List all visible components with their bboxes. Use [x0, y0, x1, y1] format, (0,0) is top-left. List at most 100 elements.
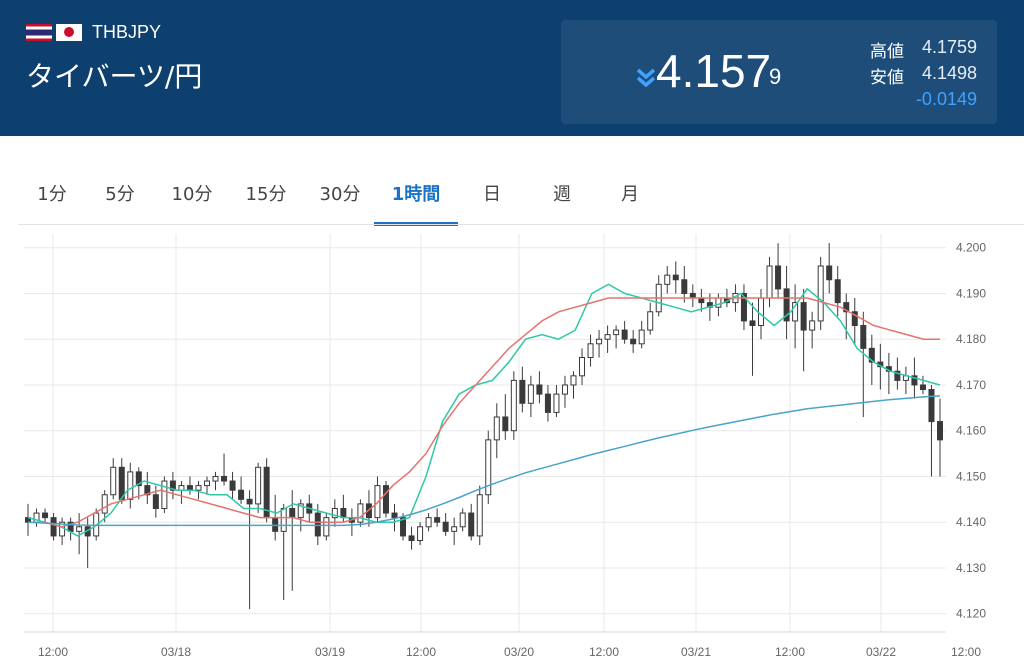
- candle-up: [476, 494, 483, 537]
- candle-down: [519, 379, 526, 404]
- candle-down: [502, 416, 509, 432]
- candle-down: [800, 302, 807, 331]
- pair-name: タイバーツ/円: [26, 60, 203, 93]
- high-label: 高値: [870, 42, 904, 62]
- tab-month[interactable]: 月: [621, 184, 639, 205]
- moving-average-line: [27, 395, 941, 527]
- candle-up: [425, 517, 432, 528]
- candle-down: [544, 393, 551, 413]
- candle-down: [135, 471, 142, 487]
- x-tick-label: 12:00: [406, 645, 436, 659]
- y-tick-label: 4.140: [956, 515, 986, 529]
- candle-down: [340, 507, 347, 519]
- y-tick-label: 4.160: [956, 424, 986, 438]
- candle-up: [203, 480, 210, 487]
- y-tick-label: 4.120: [956, 607, 986, 621]
- candlestick-chart[interactable]: 4.200 4.190 4.180 4.170 4.160 4.150 4.140 4.130…: [0, 230, 1024, 664]
- candle-down: [919, 384, 926, 391]
- x-tick-label: 12:00: [38, 645, 68, 659]
- x-tick-label: 12:00: [775, 645, 805, 659]
- candle-down: [50, 517, 57, 537]
- candle-up: [792, 302, 799, 322]
- candle-down: [221, 475, 228, 482]
- candle-down: [229, 480, 236, 491]
- y-tick-label: 4.190: [956, 286, 986, 300]
- candle-down: [169, 480, 176, 491]
- candle-down: [911, 375, 918, 386]
- candle-up: [357, 503, 364, 523]
- candle-down: [843, 302, 850, 313]
- pair-code: THBJPY: [92, 22, 162, 42]
- candle-down: [834, 279, 841, 304]
- double-chevron-down-icon: [636, 68, 656, 88]
- candle-up: [161, 480, 168, 509]
- candle-up: [331, 507, 338, 519]
- x-tick-label: 03/22: [866, 645, 896, 659]
- candle-down: [868, 347, 875, 363]
- candle-up: [527, 384, 534, 404]
- low-label: 安値: [870, 68, 904, 88]
- candle-down: [314, 512, 321, 537]
- x-tick-label: 12:00: [951, 645, 981, 659]
- candle-up: [766, 265, 773, 299]
- candle-up: [817, 265, 824, 322]
- candle-up: [323, 517, 330, 537]
- candle-up: [579, 357, 586, 377]
- y-tick-label: 4.130: [956, 561, 986, 575]
- y-tick-label: 4.150: [956, 469, 986, 483]
- candle-down: [408, 535, 415, 542]
- candle-down: [749, 320, 756, 326]
- candle-up: [212, 475, 219, 482]
- candle-up: [647, 311, 654, 331]
- moving-average-line: [27, 283, 941, 537]
- x-tick-label: 03/18: [161, 645, 191, 659]
- candle-up: [101, 494, 108, 514]
- x-tick-label: 03/21: [681, 645, 711, 659]
- candle-down: [382, 485, 389, 514]
- tab-divider: [18, 224, 1024, 225]
- tab-15min[interactable]: 15分: [245, 184, 287, 205]
- candle-down: [851, 311, 858, 326]
- x-tick-label: 03/20: [504, 645, 534, 659]
- candle-up: [280, 507, 287, 532]
- candle-up: [604, 334, 611, 340]
- candle-up: [510, 379, 517, 432]
- candle-up: [664, 274, 671, 285]
- candle-down: [681, 279, 688, 294]
- candle-down: [442, 521, 449, 532]
- candle-down: [860, 324, 867, 349]
- y-tick-label: 4.170: [956, 378, 986, 392]
- candle-up: [758, 297, 765, 326]
- candle-up: [255, 466, 262, 505]
- candle-up: [451, 526, 458, 532]
- candle-up: [613, 329, 620, 336]
- candle-down: [246, 498, 253, 505]
- tab-5min[interactable]: 5分: [105, 184, 135, 205]
- tab-week[interactable]: 週: [553, 184, 571, 205]
- candle-down: [775, 265, 782, 290]
- candle-down: [826, 265, 833, 281]
- candle-down: [468, 512, 475, 537]
- candle-down: [621, 329, 628, 340]
- tab-1hour[interactable]: 1時間: [374, 170, 458, 226]
- tab-day[interactable]: 日: [483, 184, 501, 205]
- candle-down: [391, 512, 398, 519]
- low-value: 4.1498: [921, 63, 977, 83]
- tab-30min[interactable]: 30分: [319, 184, 361, 205]
- candle-up: [127, 471, 134, 500]
- moving-average-line: [28, 297, 940, 528]
- tab-10min[interactable]: 10分: [171, 184, 213, 205]
- quote-header: THBJPY タイバーツ/円 4.157 9 高値 4.1759 安値 4.14…: [0, 0, 1024, 136]
- candle-down: [144, 485, 151, 496]
- candle-up: [195, 485, 202, 491]
- price-change: -0.0149: [915, 89, 977, 109]
- tab-1min[interactable]: 1分: [37, 184, 67, 205]
- candle-up: [587, 343, 594, 359]
- candle-down: [238, 489, 245, 500]
- japan-flag-icon: [56, 24, 82, 41]
- high-value: 4.1759: [921, 37, 977, 57]
- candle-down: [894, 370, 901, 381]
- candle-down: [152, 494, 159, 509]
- x-tick-label: 12:00: [589, 645, 619, 659]
- candle-down: [400, 517, 407, 537]
